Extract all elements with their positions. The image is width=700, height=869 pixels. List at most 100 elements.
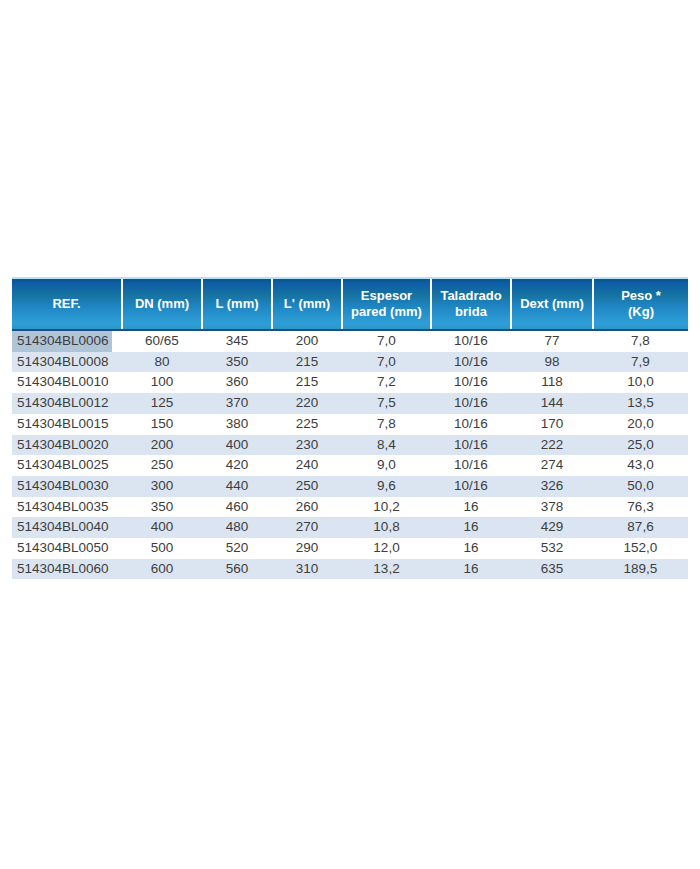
table-row: 514304BL0006 60/65 345 200 7,0 10/16 77 …	[12, 330, 688, 352]
dext-cell: 532	[511, 538, 593, 559]
table-row: 514304BL0020 200 400 230 8,4 10/16 222 2…	[12, 435, 688, 456]
ref-cell: 514304BL0020	[12, 435, 122, 456]
ref-cell: 514304BL0008	[12, 352, 122, 373]
espesor-cell: 9,6	[342, 476, 431, 497]
column-header-taladrado: Taladrado brida	[431, 278, 511, 330]
espesor-cell: 8,4	[342, 435, 431, 456]
dext-cell: 429	[511, 517, 593, 538]
ref-cell-selected[interactable]: 514304BL0006	[12, 330, 122, 352]
l-prime-cell: 240	[272, 455, 342, 476]
table-row: 514304BL0008 80 350 215 7,0 10/16 98 7,9	[12, 352, 688, 373]
espesor-cell: 7,8	[342, 414, 431, 435]
l-prime-cell: 215	[272, 372, 342, 393]
ref-cell: 514304BL0060	[12, 559, 122, 580]
dn-cell: 400	[122, 517, 202, 538]
l-cell: 480	[202, 517, 272, 538]
column-header-espesor: Espesor pared (mm)	[342, 278, 431, 330]
peso-cell: 13,5	[593, 393, 688, 414]
table-row: 514304BL0012 125 370 220 7,5 10/16 144 1…	[12, 393, 688, 414]
taladrado-cell: 10/16	[431, 352, 511, 373]
l-cell: 520	[202, 538, 272, 559]
dext-cell: 77	[511, 330, 593, 352]
ref-cell: 514304BL0050	[12, 538, 122, 559]
dn-cell: 200	[122, 435, 202, 456]
l-cell: 400	[202, 435, 272, 456]
table-row: 514304BL0035 350 460 260 10,2 16 378 76,…	[12, 497, 688, 518]
espesor-cell: 7,2	[342, 372, 431, 393]
taladrado-cell: 10/16	[431, 476, 511, 497]
ref-cell: 514304BL0040	[12, 517, 122, 538]
dext-cell: 98	[511, 352, 593, 373]
l-prime-cell: 290	[272, 538, 342, 559]
taladrado-cell: 16	[431, 497, 511, 518]
espesor-cell: 9,0	[342, 455, 431, 476]
table-row: 514304BL0025 250 420 240 9,0 10/16 274 4…	[12, 455, 688, 476]
column-header-l: L (mm)	[202, 278, 272, 330]
l-prime-cell: 260	[272, 497, 342, 518]
spec-table-container: REF. DN (mm) L (mm) L' (mm) Espesor pare…	[12, 277, 688, 579]
taladrado-cell: 10/16	[431, 372, 511, 393]
table-row: 514304BL0040 400 480 270 10,8 16 429 87,…	[12, 517, 688, 538]
ref-cell: 514304BL0010	[12, 372, 122, 393]
l-prime-cell: 270	[272, 517, 342, 538]
l-cell: 370	[202, 393, 272, 414]
peso-cell: 76,3	[593, 497, 688, 518]
espesor-cell: 10,8	[342, 517, 431, 538]
dn-cell: 100	[122, 372, 202, 393]
l-prime-cell: 230	[272, 435, 342, 456]
table-row: 514304BL0015 150 380 225 7,8 10/16 170 2…	[12, 414, 688, 435]
dext-cell: 118	[511, 372, 593, 393]
l-cell: 360	[202, 372, 272, 393]
ref-cell: 514304BL0015	[12, 414, 122, 435]
peso-cell: 25,0	[593, 435, 688, 456]
l-cell: 460	[202, 497, 272, 518]
dext-cell: 170	[511, 414, 593, 435]
product-spec-table: REF. DN (mm) L (mm) L' (mm) Espesor pare…	[12, 277, 688, 579]
taladrado-cell: 10/16	[431, 414, 511, 435]
dext-cell: 378	[511, 497, 593, 518]
dext-cell: 635	[511, 559, 593, 580]
table-row: 514304BL0050 500 520 290 12,0 16 532 152…	[12, 538, 688, 559]
column-header-dext: Dext (mm)	[511, 278, 593, 330]
dext-cell: 144	[511, 393, 593, 414]
dn-cell: 250	[122, 455, 202, 476]
l-cell: 440	[202, 476, 272, 497]
taladrado-cell: 16	[431, 517, 511, 538]
dn-cell: 150	[122, 414, 202, 435]
peso-cell: 20,0	[593, 414, 688, 435]
table-header-row: REF. DN (mm) L (mm) L' (mm) Espesor pare…	[12, 278, 688, 330]
l-cell: 560	[202, 559, 272, 580]
peso-cell: 189,5	[593, 559, 688, 580]
l-cell: 350	[202, 352, 272, 373]
ref-cell: 514304BL0030	[12, 476, 122, 497]
dn-cell: 300	[122, 476, 202, 497]
peso-cell: 87,6	[593, 517, 688, 538]
column-header-l-prime: L' (mm)	[272, 278, 342, 330]
l-cell: 420	[202, 455, 272, 476]
dext-cell: 326	[511, 476, 593, 497]
dn-cell: 125	[122, 393, 202, 414]
l-prime-cell: 220	[272, 393, 342, 414]
taladrado-cell: 10/16	[431, 393, 511, 414]
dn-cell: 350	[122, 497, 202, 518]
l-prime-cell: 200	[272, 330, 342, 352]
peso-cell: 50,0	[593, 476, 688, 497]
dext-cell: 274	[511, 455, 593, 476]
peso-cell: 152,0	[593, 538, 688, 559]
dn-cell: 500	[122, 538, 202, 559]
dn-cell: 600	[122, 559, 202, 580]
l-cell: 380	[202, 414, 272, 435]
table-row: 514304BL0030 300 440 250 9,6 10/16 326 5…	[12, 476, 688, 497]
peso-cell: 43,0	[593, 455, 688, 476]
peso-cell: 10,0	[593, 372, 688, 393]
taladrado-cell: 16	[431, 559, 511, 580]
espesor-cell: 7,5	[342, 393, 431, 414]
column-header-ref: REF.	[12, 278, 122, 330]
espesor-cell: 7,0	[342, 352, 431, 373]
dn-cell: 80	[122, 352, 202, 373]
peso-cell: 7,8	[593, 330, 688, 352]
table-row: 514304BL0010 100 360 215 7,2 10/16 118 1…	[12, 372, 688, 393]
ref-cell: 514304BL0025	[12, 455, 122, 476]
l-prime-cell: 215	[272, 352, 342, 373]
l-prime-cell: 250	[272, 476, 342, 497]
